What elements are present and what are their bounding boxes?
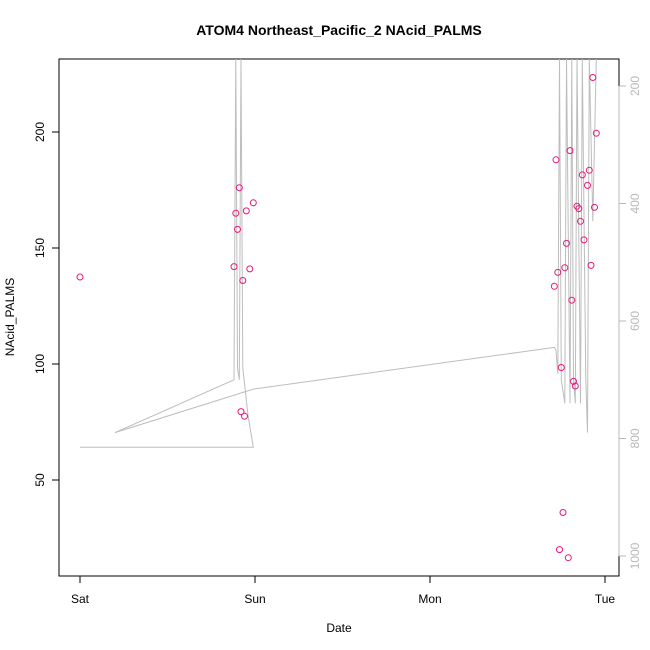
x-tick-label: Tue xyxy=(595,592,616,606)
y-axis-title: NAcid_PALMS xyxy=(3,278,17,356)
y-right-tick-label: 1000 xyxy=(628,542,642,569)
altitude-line-layer xyxy=(80,58,597,448)
data-point xyxy=(234,225,241,233)
data-point xyxy=(571,382,579,390)
x-tick-label: Mon xyxy=(418,592,441,606)
data-point xyxy=(554,268,562,276)
data-point xyxy=(585,166,593,174)
y-axis: 50 100 150 200 xyxy=(33,122,60,487)
data-point xyxy=(592,129,600,137)
y-tick-label: 200 xyxy=(33,122,47,142)
data-point xyxy=(556,546,563,554)
y-right-tick-label: 400 xyxy=(628,193,642,213)
data-point xyxy=(557,364,565,371)
y-tick-label: 50 xyxy=(33,473,47,487)
data-point xyxy=(230,263,238,271)
y-right-tick-label: 800 xyxy=(628,428,642,448)
data-point xyxy=(232,209,240,217)
x-tick-label: Sun xyxy=(244,592,265,606)
data-point xyxy=(237,408,245,416)
y-tick-label: 100 xyxy=(33,354,47,374)
data-point xyxy=(577,217,584,225)
data-point xyxy=(580,236,588,244)
data-point xyxy=(559,509,567,516)
data-point xyxy=(564,554,572,562)
data-point xyxy=(568,296,576,304)
data-points-layer xyxy=(76,74,600,562)
data-point xyxy=(563,239,570,247)
x-axis: Sat Sun Mon Tue xyxy=(71,575,616,606)
x-tick-label: Sat xyxy=(71,592,90,606)
y-tick-label: 150 xyxy=(33,238,47,258)
altitude-series-line xyxy=(80,58,597,448)
data-point xyxy=(246,265,254,273)
data-point xyxy=(550,282,558,290)
data-point xyxy=(566,147,574,155)
x-axis-title: Date xyxy=(326,621,352,635)
chart-title: ATOM4 Northeast_Pacific_2 NAcid_PALMS xyxy=(196,22,482,38)
data-point xyxy=(575,205,583,213)
data-point xyxy=(561,264,569,272)
data-point xyxy=(235,184,243,192)
data-point xyxy=(241,412,248,420)
y-axis-right: 200 400 600 800 1000 xyxy=(618,76,642,569)
y-right-tick-label: 200 xyxy=(628,76,642,96)
data-point xyxy=(578,171,586,179)
data-point xyxy=(587,261,595,269)
data-point xyxy=(76,273,84,281)
plot-area xyxy=(58,58,620,577)
data-point xyxy=(589,74,597,81)
data-point xyxy=(239,277,247,284)
data-point xyxy=(591,203,598,211)
data-point xyxy=(552,156,560,164)
data-point xyxy=(249,199,257,207)
data-point xyxy=(242,207,250,215)
y-right-tick-label: 600 xyxy=(628,311,642,331)
data-point xyxy=(584,181,591,189)
data-point xyxy=(570,377,577,385)
